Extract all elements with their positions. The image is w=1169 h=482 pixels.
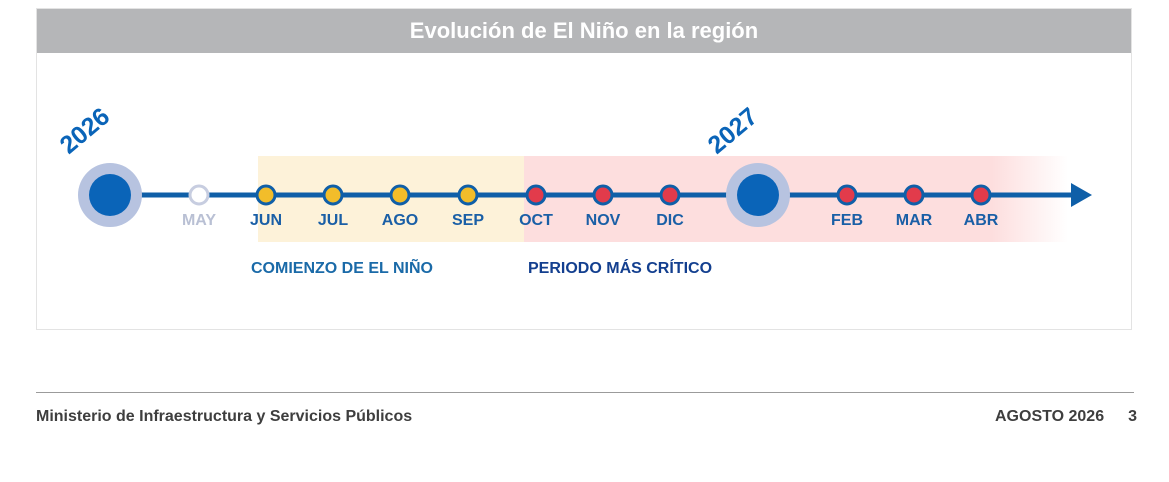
month-dot-nov <box>592 184 614 206</box>
month-dot-dic <box>659 184 681 206</box>
month-label-jun: JUN <box>250 212 282 229</box>
footer-meta: AGOSTO 2026 3 <box>995 408 1137 426</box>
month-label-sep: SEP <box>452 212 484 229</box>
page-number: 3 <box>1128 408 1137 425</box>
month-dot-feb <box>836 184 858 206</box>
timeline-panel: Evolución de El Niño en la región 2026 2… <box>36 8 1132 330</box>
footer-divider <box>36 392 1134 393</box>
month-dot-jun <box>255 184 277 206</box>
footer-organization: Ministerio de Infraestructura y Servicio… <box>36 408 413 425</box>
month-label-feb: FEB <box>831 212 863 229</box>
month-dot-oct <box>525 184 547 206</box>
timeline-diagram: 2026 2027 MAY JUN JUL AGO SEP OCT NOV DI… <box>55 102 1092 277</box>
panel-title: Evolución de El Niño en la región <box>37 9 1131 53</box>
year-label: 2027 <box>703 102 764 159</box>
month-label-jul: JUL <box>318 212 348 229</box>
footer-date: AGOSTO 2026 <box>995 408 1105 425</box>
month-label-oct: OCT <box>519 212 553 229</box>
onset-phase-label: COMIENZO DE EL NIÑO <box>251 257 433 277</box>
timeline-arrowhead <box>1071 183 1092 207</box>
month-dot-jul <box>322 184 344 206</box>
month-label-dic: DIC <box>656 212 684 229</box>
month-dot-ago <box>389 184 411 206</box>
month-label-abr: ABR <box>964 212 999 229</box>
month-label-ago: AGO <box>382 212 418 229</box>
year-marker-2026: 2026 <box>55 102 142 227</box>
month-label-nov: NOV <box>586 212 621 229</box>
month-label-may: MAY <box>182 212 216 229</box>
month-dot-sep <box>457 184 479 206</box>
year-dot <box>737 174 779 216</box>
month-dot-mar <box>903 184 925 206</box>
year-label: 2026 <box>55 102 116 159</box>
month-label-mar: MAR <box>896 212 933 229</box>
month-dot-may <box>188 184 210 206</box>
year-dot <box>89 174 131 216</box>
month-dot-abr <box>970 184 992 206</box>
critical-phase-label: PERIODO MÁS CRÍTICO <box>528 258 712 277</box>
